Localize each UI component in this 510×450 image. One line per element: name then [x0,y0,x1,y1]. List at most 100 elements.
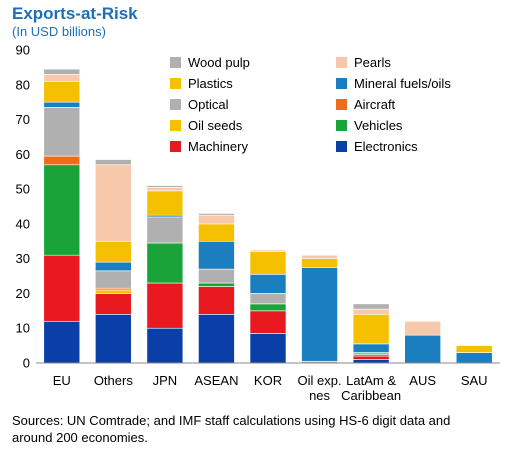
bar-segment [352,343,390,353]
x-tick-label: ASEAN [194,373,238,388]
bar-segment [146,327,184,364]
legend-label: Plastics [188,76,233,91]
bars [43,68,493,364]
x-tick-label: KOR [254,373,282,388]
x-tick-label: Caribbean [341,388,401,403]
legend-swatch [336,141,347,152]
x-axis: EU Others JPN ASEAN KOR Oil exp.nes LatAm &Car… [36,362,500,403]
x-tick-label: Oil exp. [298,373,342,388]
bar-segment [352,314,390,345]
bar-segment [198,286,235,315]
bar-segment [352,308,390,315]
y-tick-label: 30 [16,251,30,266]
legend-swatch [170,120,181,131]
bar-segment [95,261,132,272]
y-tick-label: 70 [16,112,30,127]
bar-segment [95,270,132,289]
bar-segment [146,282,184,329]
bar-segment [95,159,132,166]
legend-label: Wood pulp [188,55,250,70]
bar-segment [198,282,235,287]
bar-segment [352,355,390,360]
legend-swatch [170,99,181,110]
legend-label: Optical [188,97,229,112]
legend-label: Machinery [188,139,248,154]
bar-segment [146,190,184,216]
legend-swatch [336,78,347,89]
bar-segment [404,320,441,336]
y-tick-label: 10 [16,321,30,336]
legend-swatch [336,99,347,110]
bar-segment [43,320,81,364]
bar-segment [43,107,81,157]
y-tick-label: 60 [16,147,30,162]
bar-segment [249,251,287,275]
legend-label: Pearls [354,55,391,70]
chart-subtitle: (In USD billions) [12,24,106,39]
bar-segment [146,216,184,244]
bar-segment [95,293,132,315]
legend-label: Oil seeds [188,118,243,133]
legend-swatch [170,78,181,89]
bar-segment [43,101,81,108]
bar-segment [301,254,338,259]
y-axis: 0 10 20 30 40 50 60 70 80 90 [16,43,30,371]
y-tick-label: 90 [16,43,30,58]
x-tick-label: SAU [461,373,488,388]
source-note: Sources: UN Comtrade; and IMF staff calc… [12,413,451,445]
bar-segment [455,345,493,353]
bar-segment [455,352,493,364]
bar-segment [198,268,235,284]
bar-segment [249,293,287,305]
bar-segment [404,334,441,364]
bar-segment [95,289,132,294]
stacked-bar-chart: 0 10 20 30 40 50 60 70 80 90 EU Others JPN ASEAN KOR O… [16,43,500,403]
bar-segment [249,274,287,294]
legend-swatch [170,57,181,68]
x-tick-label: EU [53,373,71,388]
legend-swatch [336,57,347,68]
bar-segment [198,223,235,242]
bar-segment [249,310,287,334]
bar-segment [43,74,81,82]
x-tick-label: LatAm & [346,373,396,388]
bar-segment [146,242,184,284]
y-tick-label: 80 [16,77,30,92]
bar-segment [249,249,287,253]
y-tick-label: 40 [16,216,30,231]
bar-segment [198,314,235,364]
bar-segment [301,258,338,268]
bar-segment [43,254,81,322]
x-tick-label: AUS [409,373,436,388]
bar-segment [249,303,287,312]
bar-segment [352,303,390,310]
bar-segment [198,213,235,216]
y-tick-label: 20 [16,286,30,301]
legend-label: Mineral fuels/oils [354,76,451,91]
bar-segment [352,359,390,364]
bar-segment [95,164,132,242]
legend-swatch [336,120,347,131]
legend-label: Vehicles [354,118,403,133]
y-tick-label: 0 [23,356,30,371]
bar-segment [249,333,287,364]
chart-title: Exports-at-Risk [12,4,138,23]
legend: Wood pulp Pearls Plastics Mineral fuels/oil… [170,55,451,154]
bar-segment [198,214,235,225]
bar-segment [198,240,235,270]
x-tick-label: nes [309,388,330,403]
bar-segment [95,240,132,263]
bar-segment [146,185,184,188]
legend-swatch [170,141,181,152]
x-tick-label: JPN [153,373,178,388]
bar-segment [43,68,81,75]
y-tick-label: 50 [16,182,30,197]
bar-segment [301,267,338,362]
bar-segment [95,314,132,364]
x-tick-label: Others [94,373,134,388]
legend-label: Electronics [354,139,418,154]
bar-segment [43,155,81,166]
bar-segment [146,187,184,192]
bar-segment [43,81,81,103]
bar-segment [43,164,81,256]
